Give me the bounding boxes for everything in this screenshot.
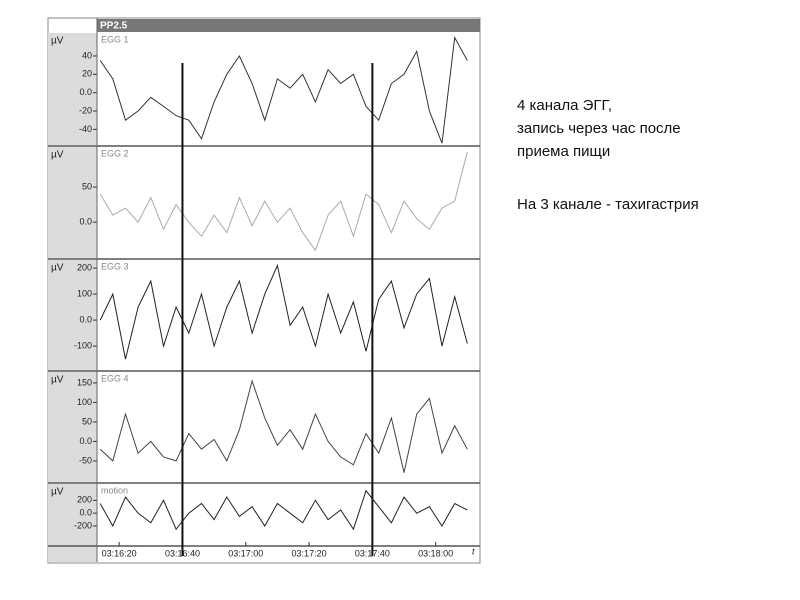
label-column bbox=[48, 260, 97, 370]
y-tick-label: 50 bbox=[82, 416, 92, 426]
y-tick-label: 0.0 bbox=[79, 508, 92, 518]
y-axis-label: µV bbox=[51, 150, 64, 161]
y-tick-label: 200 bbox=[77, 495, 92, 505]
x-axis-label: t bbox=[472, 546, 475, 556]
x-tick-label: 03:17:00 bbox=[228, 548, 263, 558]
y-tick-label: 100 bbox=[77, 288, 92, 298]
y-tick-label: 200 bbox=[77, 262, 92, 272]
label-column bbox=[48, 33, 97, 145]
panel-title: EGG 4 bbox=[101, 373, 129, 383]
note: приема пищи bbox=[517, 143, 611, 160]
y-tick-label: 100 bbox=[77, 397, 92, 407]
frame bbox=[47, 17, 481, 564]
x-tick-label: 03:17:20 bbox=[292, 548, 327, 558]
label-column bbox=[48, 484, 97, 562]
panel-title: EGG 3 bbox=[101, 261, 129, 271]
trace bbox=[99, 151, 468, 252]
x-tick-label: 03:16:20 bbox=[102, 548, 137, 558]
y-tick-label: 0.0 bbox=[79, 436, 92, 446]
y-axis-label: µV bbox=[51, 36, 64, 47]
header-title: PP2.5 bbox=[100, 21, 128, 32]
y-tick-label: 20 bbox=[82, 69, 92, 79]
panel-title: EGG 1 bbox=[101, 34, 129, 44]
trace bbox=[99, 489, 468, 531]
label-column bbox=[48, 147, 97, 258]
trace bbox=[99, 263, 468, 360]
y-tick-label: -20 bbox=[79, 105, 92, 115]
y-tick-label: 40 bbox=[82, 50, 92, 60]
y-tick-label: 0.0 bbox=[79, 314, 92, 324]
x-tick-label: 03:18:00 bbox=[418, 548, 453, 558]
y-tick-label: 50 bbox=[82, 181, 92, 191]
y-tick-label: -50 bbox=[79, 455, 92, 465]
y-tick-label: -200 bbox=[74, 520, 92, 530]
y-tick-label: 150 bbox=[77, 377, 92, 387]
note: На 3 канале - тахигастрия bbox=[517, 196, 699, 213]
note: 4 канала ЭГГ, bbox=[517, 97, 612, 114]
y-tick-label: -100 bbox=[74, 340, 92, 350]
y-tick-label: 0.0 bbox=[79, 87, 92, 97]
y-tick-label: -40 bbox=[79, 124, 92, 134]
y-axis-label: µV bbox=[51, 263, 64, 274]
label-column bbox=[48, 372, 97, 482]
y-axis-label: µV bbox=[51, 487, 64, 498]
trace bbox=[99, 35, 468, 144]
note: запись через час после bbox=[517, 120, 681, 137]
header-bar bbox=[97, 19, 480, 32]
trace bbox=[99, 379, 468, 473]
panel-title: EGG 2 bbox=[101, 148, 129, 158]
panel-title: motion bbox=[101, 485, 128, 495]
y-axis-label: µV bbox=[51, 375, 64, 386]
y-tick-label: 0.0 bbox=[79, 217, 92, 227]
